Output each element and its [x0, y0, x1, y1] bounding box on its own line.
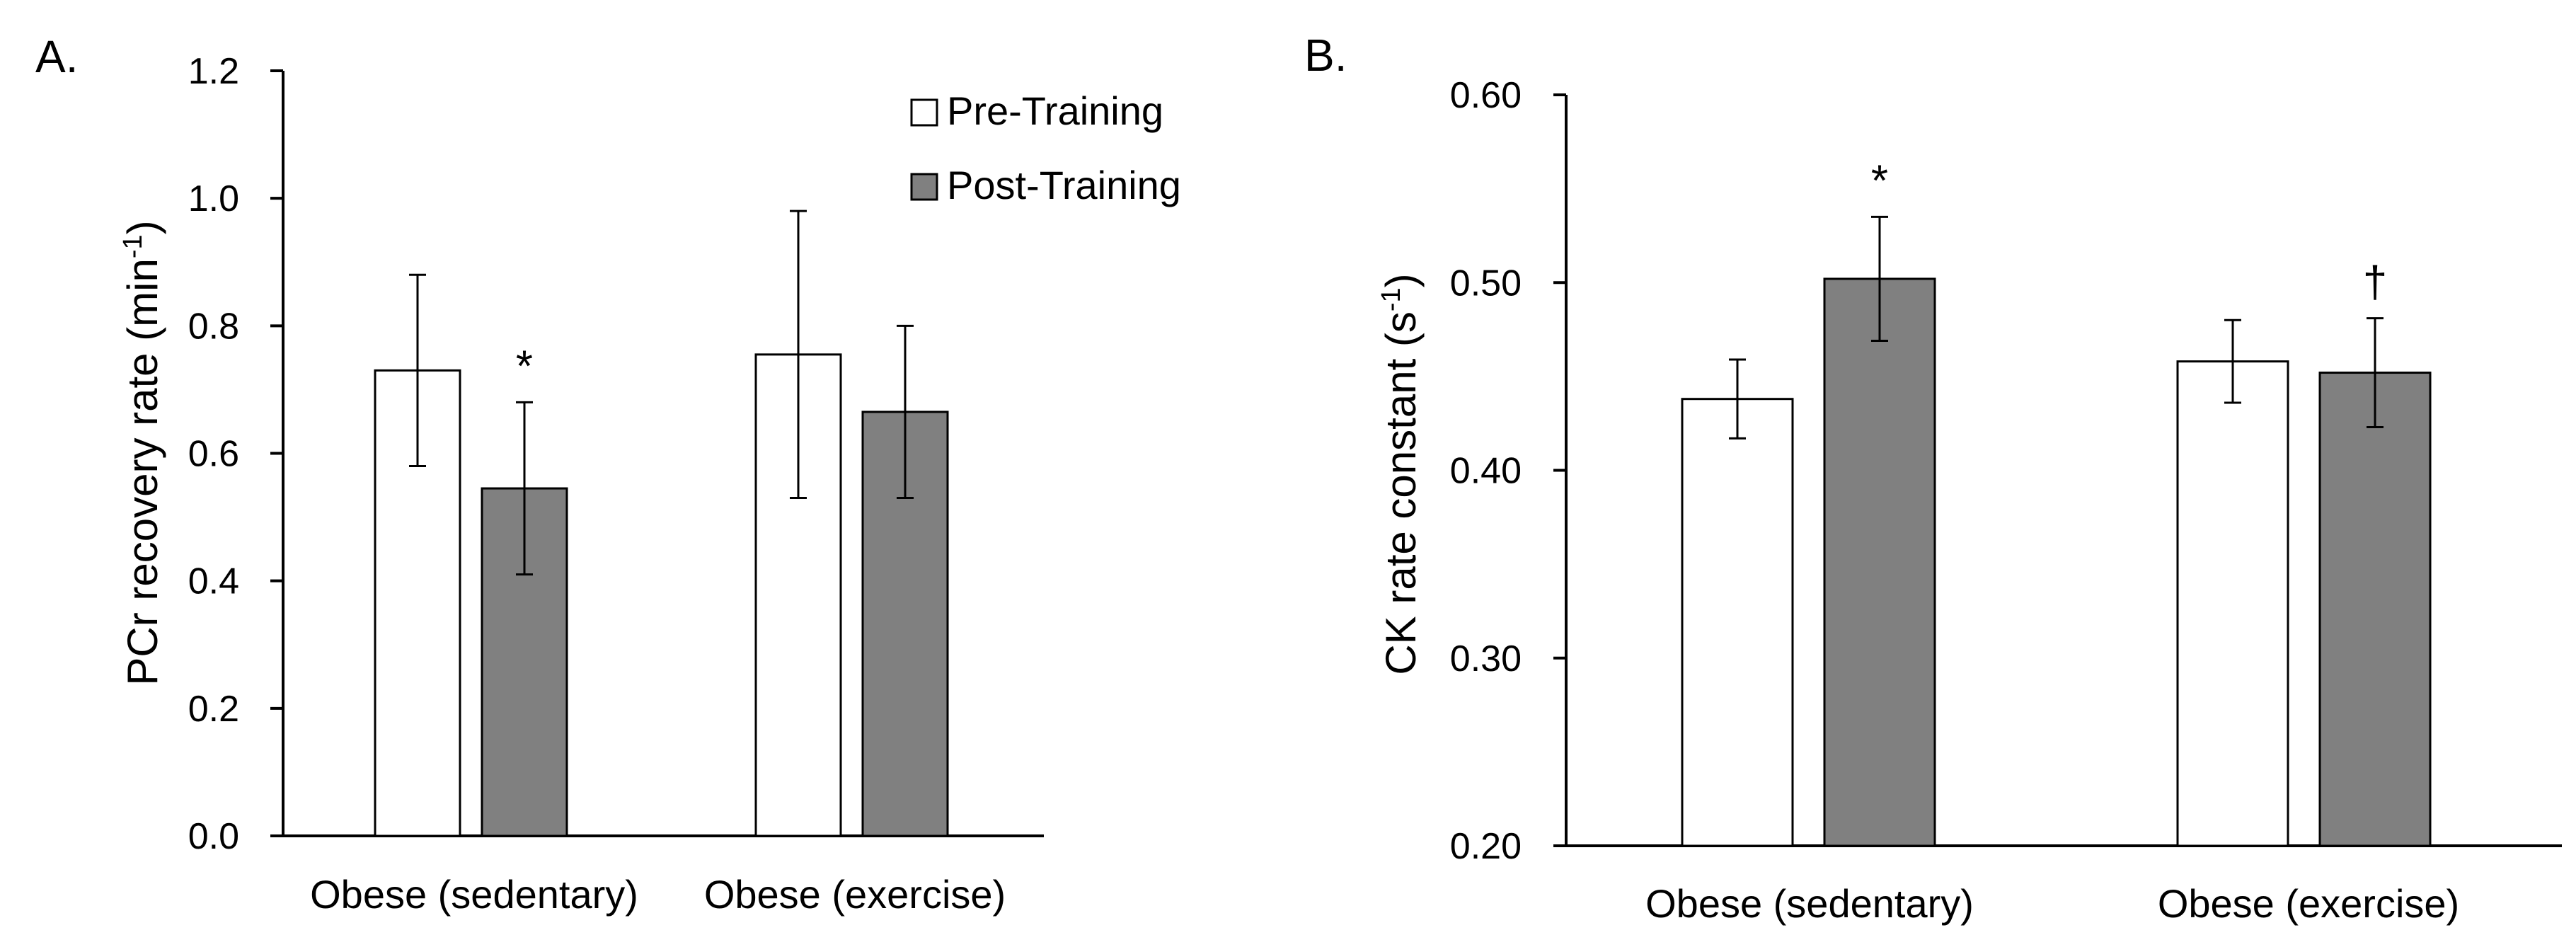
- panel-label-a: A.: [35, 31, 78, 82]
- y-axis-title-b-main: CK rate constant (s: [1377, 311, 1425, 675]
- annotations-a: *: [516, 342, 533, 391]
- y-axis-title-a-end: ): [119, 220, 166, 234]
- y-tick-label-b-1: 0.30: [1450, 638, 1522, 679]
- y-ticks-a: 0.0 0.2 0.4 0.6 0.8 1.0 1.2: [188, 51, 283, 857]
- y-tick-label-b-4: 0.60: [1450, 75, 1522, 116]
- bars-b: [1681, 215, 2432, 847]
- panel-a: A. 0.0 0.2 0.4 0.6 0.8 1.0 1.2 * Obese (sedent…: [35, 31, 1181, 917]
- y-tick-label-b-2: 0.40: [1450, 451, 1522, 492]
- category-label-b-0: Obese (sedentary): [1645, 881, 1974, 926]
- category-label-b-1: Obese (exercise): [2158, 881, 2459, 926]
- y-axis-title-a: PCr recovery rate (min-1): [118, 220, 166, 685]
- legend-swatch-post: [910, 173, 938, 201]
- y-tick-label-a-2: 0.4: [188, 561, 239, 602]
- y-axis-title-a-sup: -1: [118, 234, 148, 258]
- y-tick-label-a-0: 0.0: [188, 816, 239, 857]
- legend: Pre-Training Post-Training: [910, 88, 1181, 207]
- y-tick-label-a-4: 0.8: [188, 306, 239, 347]
- y-tick-label-b-3: 0.50: [1450, 263, 1522, 304]
- y-ticks-b: 0.20 0.30 0.40 0.50 0.60: [1450, 75, 1566, 867]
- category-label-a-1: Obese (exercise): [704, 872, 1006, 917]
- significance-marker-b-0: *: [1871, 156, 1888, 205]
- y-tick-label-a-3: 0.6: [188, 434, 239, 475]
- panel-b: B. 0.200.300.400.500.60 *† Obese (sedent…: [1304, 30, 2562, 926]
- y-axis-title-a-main: PCr recovery rate (min: [119, 258, 166, 685]
- y-tick-label-a-5: 1.0: [188, 178, 239, 219]
- bar-b-post-0: [1823, 277, 1936, 847]
- bars-a: [374, 210, 949, 837]
- bar-b-pre-0: [1681, 398, 1794, 847]
- significance-marker-a-0: *: [516, 342, 533, 391]
- significance-marker-b-1: †: [2363, 258, 2387, 307]
- y-tick-label-a-6: 1.2: [188, 51, 239, 92]
- y-axis-title-b-sup: -1: [1376, 287, 1406, 311]
- legend-swatch-pre: [910, 98, 938, 127]
- legend-label-pre: Pre-Training: [947, 88, 1163, 133]
- y-axis-title-b: CK rate constant (s-1): [1376, 273, 1425, 675]
- legend-label-post: Post-Training: [947, 163, 1181, 207]
- bar-b-post-1: [2318, 372, 2432, 847]
- category-label-a-0: Obese (sedentary): [310, 872, 638, 917]
- y-axis-title-b-end: ): [1377, 273, 1425, 287]
- y-tick-label-a-1: 0.2: [188, 689, 239, 730]
- y-tick-label-b-0: 0.20: [1450, 826, 1522, 867]
- panel-label-b: B.: [1304, 30, 1347, 81]
- bar-b-pre-1: [2176, 360, 2289, 847]
- annotations-b: *†: [1871, 156, 2387, 306]
